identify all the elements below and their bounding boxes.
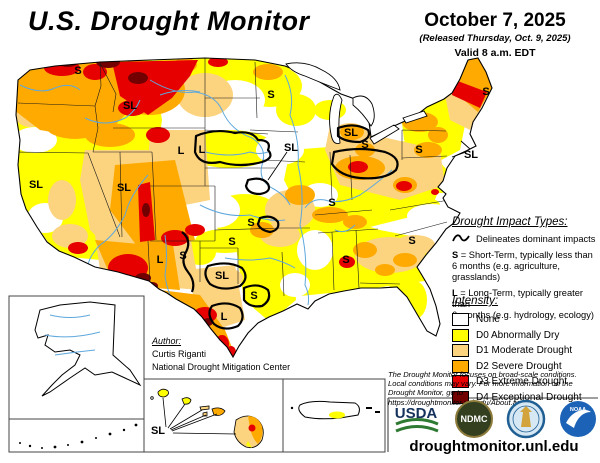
intensity-swatch xyxy=(452,375,469,389)
valid-time: Valid 8 a.m. EDT xyxy=(454,46,536,59)
hawaii-inset xyxy=(143,378,284,453)
aleutian-islands xyxy=(19,423,138,449)
intensity-item: D1 Moderate Drought xyxy=(452,343,599,359)
long-term-definition: L = Long-Term, typically greater than 6 … xyxy=(452,288,599,320)
intensity-swatch xyxy=(452,344,469,358)
disclaimer-line2: Local conditions may vary. For more info… xyxy=(388,379,573,389)
intensity-item: D4 Exceptional Drought xyxy=(452,390,599,406)
long-term-key: L xyxy=(452,288,458,299)
intensity-swatch xyxy=(452,328,469,342)
intensity-item: D2 Severe Drought xyxy=(452,359,599,375)
usda-logo-text: USDA xyxy=(395,405,438,422)
hawaii-leader-lines xyxy=(162,397,237,435)
intensity-item: D3 Extreme Drought xyxy=(452,374,599,390)
intensity-swatch xyxy=(452,313,469,327)
author-name: Curtis Riganti xyxy=(152,349,207,359)
intensity-label: D3 Extreme Drought xyxy=(476,376,568,388)
disclaimer: The Drought Monitor focuses on broad-sca… xyxy=(388,370,600,407)
author-org: National Drought Mitigation Center xyxy=(152,362,291,372)
puerto-rico-inset xyxy=(282,378,386,453)
date-block: October 7, 2025 (Released Thursday, Oct.… xyxy=(396,10,594,59)
d3-areas xyxy=(44,58,487,357)
impact-types-heading: Drought Impact Types: xyxy=(452,216,568,228)
short-term-key: S xyxy=(452,250,459,260)
impact-boundaries xyxy=(181,124,399,330)
site-url: droughtmonitor.unl.edu xyxy=(409,438,579,455)
rivers xyxy=(19,74,393,306)
short-term-definition: S = Short-Term, typically less than 6 mo… xyxy=(452,250,599,282)
great-lakes xyxy=(285,62,428,145)
intensity-list: None D0 Abnormally Dry D1 Moderate Drought… xyxy=(452,312,599,405)
long-term-line1: = Long-Term, typically greater than xyxy=(452,288,584,310)
logo-row: USDA NDMC NOAA xyxy=(388,399,600,439)
author-block: Author: Curtis Riganti National Drought … xyxy=(152,335,290,374)
author-heading: Author: xyxy=(152,336,182,346)
disclaimer-line1: The Drought Monitor focuses on broad-sca… xyxy=(388,370,577,379)
conus-outline xyxy=(15,57,493,359)
intensity-item: None xyxy=(452,312,599,328)
long-term-line2: 6 months (e.g. hydrology, ecology) xyxy=(452,309,594,320)
intensity-swatch xyxy=(452,390,469,404)
page-title: U.S. Drought Monitor xyxy=(28,6,310,36)
intensity-swatch xyxy=(452,359,469,373)
impact-types-legend: Drought Impact Types: Delineates dominan… xyxy=(452,216,599,321)
intensity-heading: Intensity: xyxy=(452,295,499,307)
ndmc-logo-text: NDMC xyxy=(461,414,488,424)
noaa-logo-text: NOAA xyxy=(570,407,586,413)
noaa-logo: NOAA xyxy=(560,401,596,437)
intensity-label: D4 Exceptional Drought xyxy=(476,391,582,403)
short-term-line1: = Short-Term, typically less than xyxy=(460,250,593,260)
label-leader-lines xyxy=(267,140,471,181)
commerce-seal-logo xyxy=(506,399,546,439)
ndmc-logo: NDMC xyxy=(455,400,493,438)
map-date: October 7, 2025 xyxy=(424,10,566,31)
conus-region xyxy=(15,57,493,359)
disclaimer-line3: Drought Monitor, go to https://droughtmo… xyxy=(388,388,529,407)
intensity-label: D0 Abnormally Dry xyxy=(476,329,560,341)
short-term-line2: 6 months (e.g. agriculture, grasslands) xyxy=(452,260,560,282)
impact-squiggle-icon xyxy=(452,234,470,242)
intensity-label: D1 Moderate Drought xyxy=(476,345,573,357)
release-date: (Released Thursday, Oct. 9, 2025) xyxy=(419,32,571,44)
intensity-item: D0 Abnormally Dry xyxy=(452,328,599,344)
impact-delineates-text: Delineates dominant impacts xyxy=(476,233,596,244)
intensity-label: D2 Severe Drought xyxy=(476,360,562,372)
intensity-legend: Intensity: None D0 Abnormally Dry D1 Moder… xyxy=(452,295,599,405)
alaska-inset xyxy=(8,295,145,453)
footer-divider-lines xyxy=(387,397,598,452)
intensity-label: None xyxy=(476,314,500,326)
usda-logo: USDA xyxy=(395,405,439,433)
